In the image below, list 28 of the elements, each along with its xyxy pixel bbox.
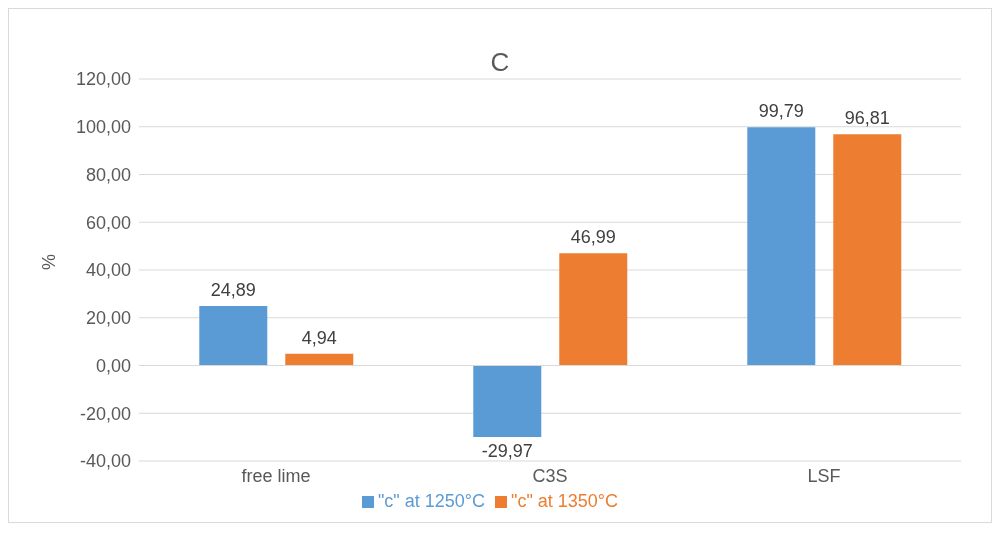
y-tick-label: 100,00: [75, 117, 131, 138]
y-tick-label: 120,00: [75, 69, 131, 90]
y-tick-label: 80,00: [85, 164, 131, 185]
x-tick-label: LSF: [807, 465, 841, 486]
bar: [199, 306, 268, 366]
data-label: 24,89: [210, 280, 256, 301]
legend-label: "c" at 1350°C: [511, 491, 619, 511]
y-tick-label: 0,00: [95, 355, 131, 376]
x-tick-label: free lime: [241, 465, 311, 486]
bar: [473, 365, 542, 438]
data-label: 4,94: [301, 327, 337, 348]
data-label: 96,81: [844, 108, 890, 129]
x-tick-label: C3S: [532, 465, 568, 486]
bar: [833, 134, 902, 366]
bar: [285, 353, 354, 366]
y-tick-label: 40,00: [85, 260, 131, 281]
y-tick-label: 60,00: [85, 212, 131, 233]
chart-title: C: [490, 47, 510, 77]
data-label: -29,97: [481, 441, 533, 462]
bar: [559, 253, 628, 366]
legend-label: "c" at 1250°C: [377, 491, 485, 511]
y-tick-label: 20,00: [85, 308, 131, 329]
data-label: 99,79: [758, 101, 804, 122]
data-label: 46,99: [570, 227, 616, 248]
y-tick-label: -20,00: [79, 403, 131, 424]
y-tick-label: -40,00: [79, 451, 131, 472]
y-axis-title: %: [39, 253, 60, 270]
bar: [747, 127, 816, 366]
